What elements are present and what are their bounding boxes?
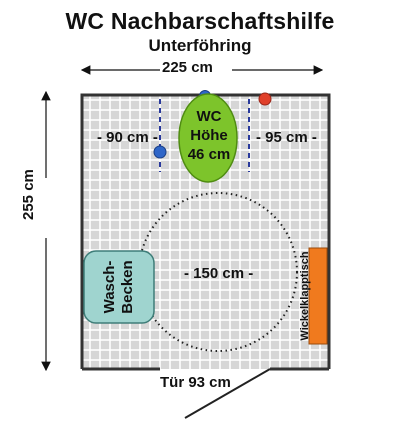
emergency-button [258,92,272,106]
call-button [153,145,167,159]
turning-circle-label: - 150 cm - [184,265,254,282]
sink-label-line1: Wasch- [101,260,118,314]
right-clearance-label: - 95 cm - [256,129,317,146]
door-leaf [184,368,271,419]
sink-label-line2: Becken [119,260,136,314]
toilet [178,93,238,183]
turning-circle [138,192,298,352]
door-width-label: Tür 93 cm [160,374,231,391]
plan-subtitle: Unterföhring [148,36,252,55]
left-clearance-label: - 90 cm - [97,129,158,146]
sink-label: Wasch- Becken [84,252,154,322]
sink [83,250,155,324]
toilet-label-line2: Höhe [190,127,228,144]
depth-dimension-label: 255 cm [20,169,37,220]
plan-title: WC Nachbarschaftshilfe [65,8,335,34]
width-dimension-label: 225 cm [162,59,213,76]
changing-table-label: Wickelklapptisch [299,251,311,341]
toilet-label-line3: 46 cm [187,146,231,163]
toilet-label-line1: WC [196,108,222,125]
toilet-label: WC Höhe 46 cm [180,107,238,164]
changing-table [308,247,328,345]
